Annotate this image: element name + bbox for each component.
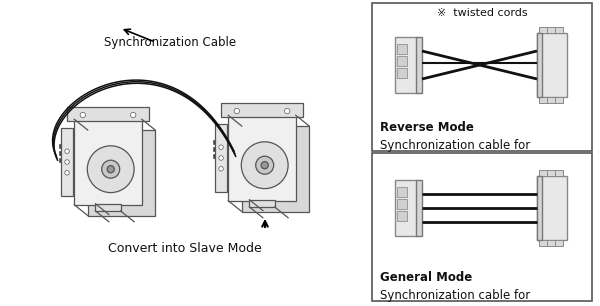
Bar (213, 140, 217, 144)
Bar (61, 128, 73, 196)
Bar (539, 97, 547, 103)
Bar (537, 176, 542, 240)
Circle shape (219, 145, 223, 149)
Bar (539, 27, 547, 33)
Text: Synchronization cable for: Synchronization cable for (380, 289, 530, 302)
Text: General Mode: General Mode (380, 271, 472, 284)
Circle shape (219, 156, 223, 160)
Bar (395, 37, 417, 93)
Circle shape (284, 108, 290, 114)
Bar (397, 187, 407, 197)
Bar (539, 240, 547, 246)
Bar (228, 115, 296, 201)
Bar (372, 3, 592, 151)
Text: Synchronization Cable: Synchronization Cable (104, 35, 236, 48)
Bar (537, 33, 542, 97)
Circle shape (88, 146, 134, 192)
Bar (59, 144, 62, 147)
Bar (250, 200, 275, 207)
Bar (416, 180, 422, 236)
Text: Synchronization cable for: Synchronization cable for (380, 139, 530, 152)
Bar (67, 107, 149, 121)
Bar (547, 170, 555, 176)
Circle shape (256, 156, 274, 174)
Circle shape (234, 108, 239, 114)
Bar (395, 180, 417, 236)
Bar (213, 155, 217, 158)
Bar (59, 151, 62, 155)
Bar (88, 130, 155, 215)
Bar (242, 126, 309, 211)
Bar (397, 199, 407, 209)
Bar (537, 176, 567, 240)
Bar (537, 33, 567, 97)
Bar (372, 153, 592, 301)
Bar (397, 44, 407, 54)
Bar (397, 211, 407, 221)
Text: Reverse Mode: Reverse Mode (380, 121, 474, 134)
Bar (397, 56, 407, 66)
Text: ※  twisted cords: ※ twisted cords (437, 8, 527, 18)
Bar (555, 27, 563, 33)
Bar (547, 27, 555, 33)
Bar (555, 170, 563, 176)
Circle shape (102, 160, 120, 178)
Text: Convert into Slave Mode: Convert into Slave Mode (108, 241, 262, 255)
Bar (555, 240, 563, 246)
Bar (62, 137, 71, 169)
Bar (547, 97, 555, 103)
Bar (397, 68, 407, 78)
Bar (217, 133, 226, 165)
Circle shape (219, 166, 223, 171)
Bar (416, 37, 422, 93)
Circle shape (65, 160, 70, 164)
Circle shape (65, 149, 70, 153)
Circle shape (261, 162, 268, 169)
Circle shape (107, 166, 115, 173)
Bar (539, 170, 547, 176)
Circle shape (241, 142, 288, 188)
Bar (74, 119, 142, 205)
Circle shape (131, 112, 136, 118)
Bar (555, 97, 563, 103)
Bar (213, 147, 217, 151)
Bar (59, 159, 62, 162)
Circle shape (65, 170, 70, 175)
Bar (215, 124, 227, 192)
Bar (95, 204, 121, 211)
Bar (547, 240, 555, 246)
Bar (221, 103, 303, 117)
Circle shape (80, 112, 86, 118)
